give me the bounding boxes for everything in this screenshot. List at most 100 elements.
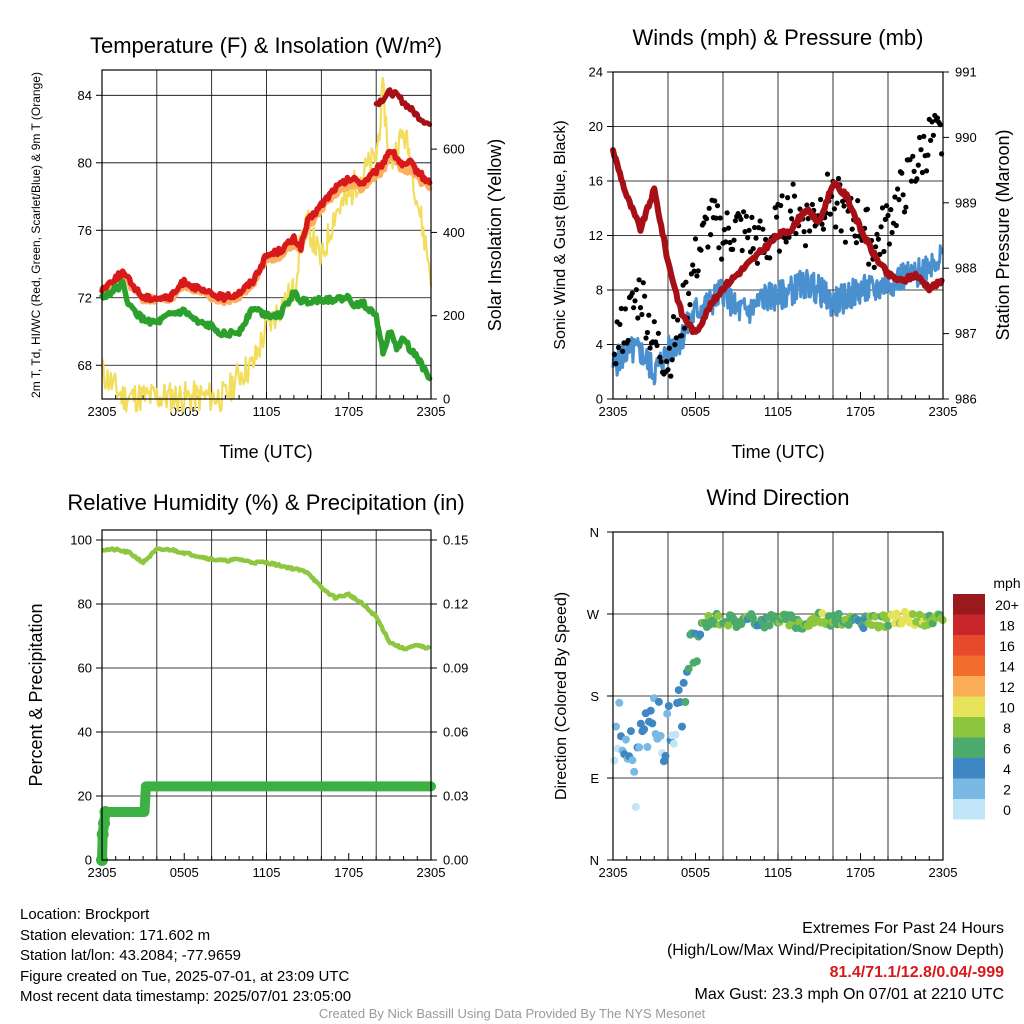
- temp-x-tick-label: 2305: [88, 404, 117, 419]
- temp-series-2m-t: [99, 148, 433, 304]
- gust-point: [900, 192, 906, 198]
- gust-point: [632, 298, 638, 304]
- rh-x-tick-label: 1105: [253, 865, 281, 880]
- dir-x-tick-label: 1105: [764, 865, 792, 880]
- gust-point: [840, 198, 846, 204]
- temp-series-td: [99, 278, 433, 382]
- gust-point: [879, 205, 886, 211]
- dir-x-tick-label: 2305: [599, 865, 628, 880]
- elevation-text: Station elevation: 171.602 m: [20, 926, 211, 944]
- gust-point: [754, 260, 761, 266]
- legend-swatch: [953, 676, 985, 697]
- gust-point: [874, 231, 880, 237]
- gust-point: [637, 305, 644, 311]
- gust-point: [921, 133, 927, 139]
- gust-point: [782, 235, 788, 241]
- gust-point: [646, 312, 652, 318]
- temp-right-tick-label: 400: [443, 225, 465, 240]
- gust-point: [725, 225, 732, 231]
- wind-direction-points: [610, 607, 947, 811]
- gust-point: [871, 264, 877, 270]
- gust-point: [925, 152, 931, 158]
- legend-label: 14: [999, 659, 1015, 675]
- legend-label: 12: [999, 679, 1015, 695]
- gust-point: [714, 203, 721, 209]
- wind-direction-plot-frame: [612, 531, 944, 861]
- gust-point: [617, 321, 623, 327]
- legend-label: 2: [1003, 782, 1011, 798]
- gust-point: [855, 198, 861, 204]
- temp-right-tick-label: 200: [443, 308, 465, 323]
- extremes-heading: Extremes For Past 24 Hours: [802, 920, 1004, 937]
- rh-x-tick-label: 1705: [334, 865, 363, 880]
- gust-point: [654, 342, 660, 349]
- gust-point: [801, 229, 807, 235]
- gust-point: [934, 115, 941, 121]
- legend-label: 18: [999, 618, 1015, 634]
- gust-point: [886, 241, 893, 247]
- gust-point: [882, 216, 888, 222]
- wind-x-tick-label: 1705: [846, 404, 875, 419]
- gust-point: [694, 273, 700, 279]
- gust-point: [620, 348, 626, 354]
- temp-left-tick-label: 80: [78, 155, 92, 170]
- gust-point: [738, 216, 744, 222]
- gust-point: [746, 227, 752, 233]
- legend-label: 10: [999, 700, 1015, 716]
- wind-left-tick-label: 16: [589, 174, 603, 189]
- gust-point: [767, 255, 773, 261]
- gust-point: [633, 287, 640, 293]
- wind-x-tick-label: 2305: [599, 404, 628, 419]
- gust-point: [757, 218, 763, 224]
- location-text: Location: Brockport: [20, 906, 150, 923]
- gust-point: [732, 218, 739, 224]
- gust-point: [658, 359, 664, 365]
- wind-right-tick-label: 990: [955, 130, 977, 145]
- gust-point: [657, 354, 663, 360]
- direction-point: [664, 702, 673, 710]
- gust-point: [644, 329, 651, 336]
- direction-point: [724, 621, 733, 630]
- humidity-chart-title: Relative Humidity (%) & Precipitation (i…: [67, 490, 464, 515]
- gust-point: [818, 196, 824, 203]
- rh-left-tick-label: 0: [85, 853, 92, 868]
- temp-right-tick-label: 0: [443, 392, 450, 407]
- gust-point: [622, 306, 629, 312]
- gust-point: [791, 193, 798, 199]
- gust-point: [670, 314, 677, 320]
- wind-right-tick-label: 991: [955, 65, 977, 80]
- gust-point: [827, 211, 833, 217]
- temp-series-hi-wc: [373, 87, 433, 127]
- credit-text: Created By Nick Bassill Using Data Provi…: [318, 1006, 706, 1021]
- gust-point: [686, 290, 692, 297]
- dir-x-tick-label: 0505: [681, 865, 710, 880]
- gust-point: [743, 213, 750, 219]
- wind-x-tick-label: 0505: [681, 404, 710, 419]
- temp-x-tick-label: 1705: [334, 404, 363, 419]
- direction-point: [661, 752, 670, 760]
- gust-point: [774, 214, 780, 220]
- extremes-subheading: (High/Low/Max Wind/Precipitation/Snow De…: [666, 942, 1004, 959]
- legend-swatch: [953, 778, 985, 799]
- winds-plot-frame: [612, 71, 944, 400]
- gust-point: [701, 220, 707, 226]
- wind-left-tick-label: 12: [589, 228, 603, 243]
- temperature-x-axis-label: Time (UTC): [219, 442, 312, 462]
- dir-tick-label: N: [590, 525, 599, 540]
- temperature-chart-title: Temperature (F) & Insolation (W/m²): [90, 33, 442, 58]
- gust-point: [849, 226, 855, 232]
- gust-point: [763, 236, 769, 243]
- direction-point: [612, 722, 620, 731]
- gust-point: [651, 319, 657, 325]
- gust-point: [717, 215, 723, 221]
- legend-swatch: [953, 799, 985, 820]
- insolation-right-axis-label: Solar Insolation (Yellow): [485, 139, 505, 331]
- gust-point: [742, 229, 748, 235]
- gust-point: [668, 373, 674, 379]
- direction-point: [915, 610, 924, 619]
- dir-tick-label: S: [590, 689, 599, 704]
- gust-point: [679, 333, 685, 339]
- wind-right-tick-label: 989: [955, 195, 977, 210]
- rh-x-tick-label: 0505: [170, 865, 199, 880]
